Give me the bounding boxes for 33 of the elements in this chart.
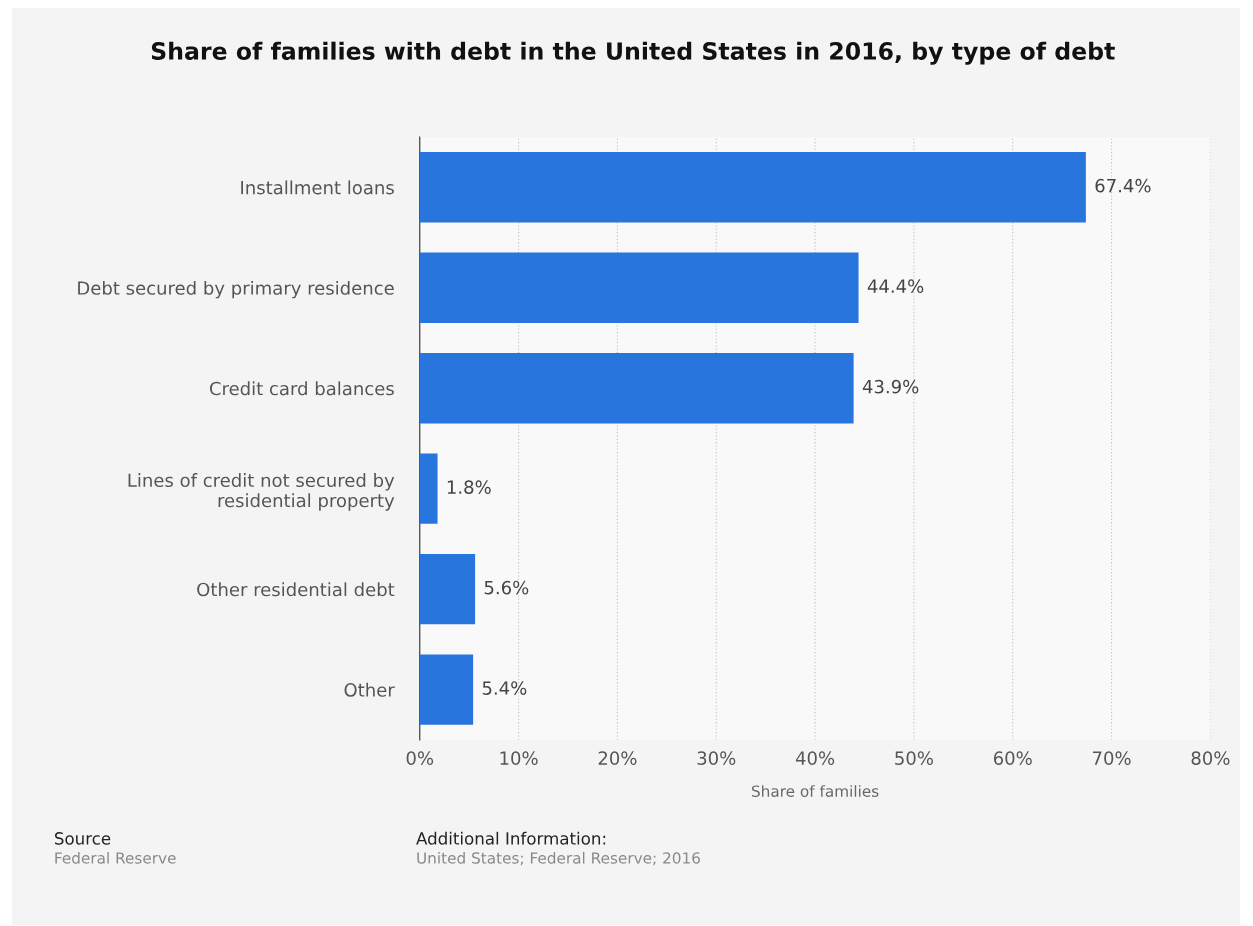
y-tick-label: Other residential debt: [197, 582, 395, 597]
x-tick-label: 0%: [406, 751, 434, 765]
text: United States; Federal Reserve; 2016: [417, 851, 700, 866]
x-tick-label: 40%: [795, 751, 835, 765]
x-axis-title: Share of families: [751, 785, 879, 797]
x-tick-label: 60%: [993, 751, 1032, 765]
x-tick-label: 50%: [895, 751, 933, 765]
text: Source: [54, 832, 111, 845]
bar: [419, 554, 476, 625]
x-tick-label: 20%: [598, 751, 637, 765]
bar: [419, 152, 1086, 223]
y-tick-label: Debt secured by primary residence: [78, 280, 394, 299]
y-tick-label: Lines of credit not secured by residential property: [128, 473, 395, 511]
x-tick-label: 10%: [500, 751, 538, 765]
data-label: 5.6%: [484, 580, 529, 595]
x-tick-label: 70%: [1092, 751, 1131, 765]
x-tick-label: 80%: [1191, 751, 1230, 765]
data-label: 1.8%: [447, 480, 491, 494]
bar: [419, 252, 859, 323]
y-tick-label: Credit card balances: [209, 381, 394, 396]
y-tick-label: Installment loans: [241, 180, 394, 195]
data-label: 43.9%: [862, 379, 919, 394]
bar: [419, 654, 474, 725]
x-tick-label: 30%: [697, 751, 736, 765]
y-tick-label: Other: [344, 682, 395, 697]
text: Federal Reserve: [55, 851, 176, 864]
bar: [419, 453, 438, 524]
data-label: 44.4%: [867, 279, 924, 293]
data-label: 67.4%: [1095, 178, 1151, 193]
bar: [419, 353, 854, 424]
text: Additional Information:: [416, 831, 606, 845]
chart-title: Share of families with debt in the United States in 2016, by type of debt: [151, 41, 1115, 65]
data-label: 5.4%: [482, 681, 527, 695]
